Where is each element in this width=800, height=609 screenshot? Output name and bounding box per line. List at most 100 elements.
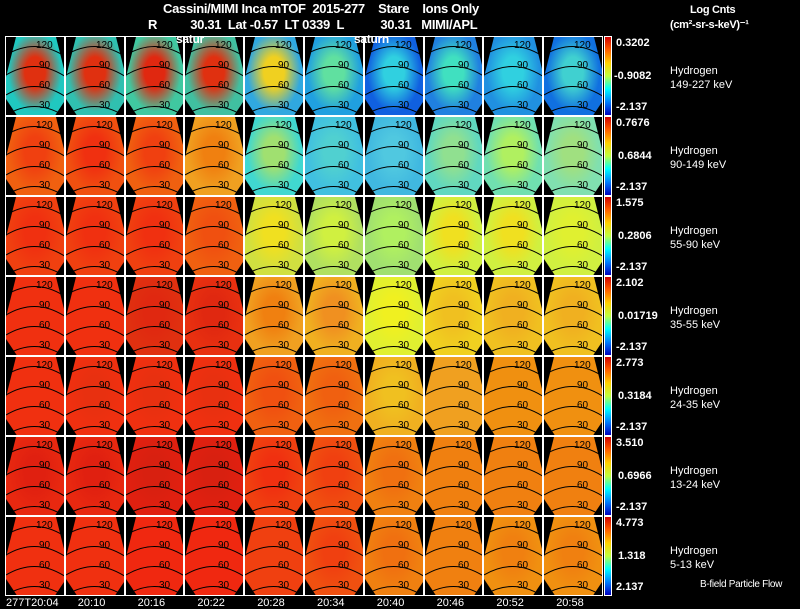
colorbar-mid: 0.2806 — [618, 230, 652, 242]
contour-label: 30 — [278, 100, 290, 111]
contour-line — [484, 566, 543, 577]
fov-mask — [544, 579, 555, 595]
image-panel: 120 90 60 30 — [363, 116, 424, 196]
fov-mask — [65, 259, 77, 275]
contour-label: 60 — [218, 240, 230, 251]
contour-label: 120 — [275, 40, 292, 51]
plot-title: Cassini/MIMI Inca mTOF 2015-277 Stare Io… — [163, 1, 479, 16]
contour-label: 30 — [99, 500, 111, 511]
contour-line — [305, 466, 363, 477]
contour-label: 120 — [96, 440, 113, 451]
image-panel: 120 90 60 30 — [184, 356, 245, 436]
image-panel: 120 90 60 30 — [543, 36, 603, 116]
contour-label: 90 — [577, 140, 589, 151]
fov-mask — [56, 437, 64, 469]
fov-mask — [174, 342, 184, 355]
fov-mask — [355, 197, 363, 229]
fov-mask — [6, 419, 17, 435]
fov-mask — [56, 197, 64, 229]
colorbar-min: -2.137 — [616, 341, 648, 353]
contour-label: 30 — [338, 580, 350, 591]
contour-label: 30 — [39, 580, 51, 591]
pitch-angle-contours: 120 90 60 30 — [424, 437, 483, 515]
units-label: Log Cnts — [690, 4, 736, 16]
contour-label: 60 — [338, 160, 350, 171]
footer-note: B-field Particle Flow — [700, 579, 783, 590]
contour-label: 90 — [517, 300, 529, 311]
contour-line — [65, 146, 124, 157]
pitch-angle-contours: 120 90 60 30 — [305, 437, 363, 515]
contour-label: 90 — [159, 60, 171, 71]
pitch-angle-contours: 120 90 60 30 — [484, 437, 543, 515]
contour-label: 60 — [517, 400, 529, 411]
time-tick: 20:52 — [496, 597, 524, 609]
contour-label: 60 — [577, 320, 589, 331]
image-panel: 120 90 60 30 — [64, 116, 125, 196]
fov-mask — [175, 277, 184, 309]
species-label: Hydrogen 5-13 keV — [670, 544, 718, 572]
contour-label: 90 — [278, 140, 290, 151]
contour-label: 60 — [577, 480, 589, 491]
contour-line — [245, 246, 303, 257]
contour-line — [544, 546, 602, 557]
contour-label: 60 — [577, 160, 589, 171]
contour-label: 120 — [455, 280, 472, 291]
fov-mask — [234, 182, 244, 195]
species-name: Hydrogen — [670, 305, 718, 317]
contour-label: 60 — [458, 320, 470, 331]
contour-line — [185, 466, 244, 477]
contour-line — [125, 246, 184, 257]
contour-line — [185, 406, 244, 417]
time-tick: 277T20:04 — [6, 597, 59, 609]
time-tick: 20:34 — [317, 597, 345, 609]
fov-mask — [354, 102, 363, 115]
contour-label: 60 — [577, 80, 589, 91]
contour-label: 60 — [159, 320, 171, 331]
contour-line — [424, 86, 483, 97]
image-panel: 120 90 60 30 — [244, 36, 304, 116]
contour-label: 90 — [39, 60, 51, 71]
contour-label: 30 — [517, 260, 529, 271]
fov-mask — [414, 197, 423, 229]
pitch-angle-contours: 120 90 60 30 — [65, 517, 124, 595]
fov-mask — [484, 339, 496, 355]
contour-label: 60 — [458, 480, 470, 491]
fov-mask — [294, 342, 303, 355]
contour-label: 60 — [398, 240, 410, 251]
contour-label: 120 — [395, 200, 412, 211]
fov-mask — [533, 262, 543, 275]
contour-line — [364, 326, 423, 337]
time-tick: 20:22 — [197, 597, 225, 609]
contour-label: 90 — [338, 540, 350, 551]
contour-label: 30 — [278, 260, 290, 271]
contour-label: 30 — [278, 420, 290, 431]
contour-line — [364, 466, 423, 477]
contour-label: 90 — [278, 60, 290, 71]
fov-mask — [355, 277, 363, 309]
colorbar-max: 2.773 — [616, 357, 644, 369]
fov-mask — [115, 262, 124, 275]
contour-line — [305, 306, 363, 317]
contour-line — [65, 86, 124, 97]
pitch-angle-contours: 120 90 60 30 — [65, 357, 124, 435]
fov-mask — [6, 259, 17, 275]
contour-label: 120 — [36, 40, 53, 51]
fov-mask — [125, 179, 137, 195]
contour-label: 30 — [577, 420, 589, 431]
contour-line — [364, 86, 423, 97]
species-name: Hydrogen — [670, 225, 718, 237]
fov-mask — [544, 419, 555, 435]
colorbar-max: 3.510 — [616, 437, 644, 449]
fov-mask — [424, 117, 435, 157]
fov-mask — [185, 419, 197, 435]
contour-label: 120 — [574, 520, 591, 531]
contour-label: 90 — [338, 380, 350, 391]
contour-label: 90 — [159, 460, 171, 471]
fov-mask — [295, 357, 303, 389]
contour-label: 90 — [517, 460, 529, 471]
fov-mask — [364, 579, 376, 595]
fov-mask — [56, 357, 64, 389]
pitch-angle-contours: 120 90 60 30 — [484, 117, 543, 195]
pitch-angle-contours: 120 90 60 30 — [245, 357, 303, 435]
fov-mask — [305, 339, 316, 355]
